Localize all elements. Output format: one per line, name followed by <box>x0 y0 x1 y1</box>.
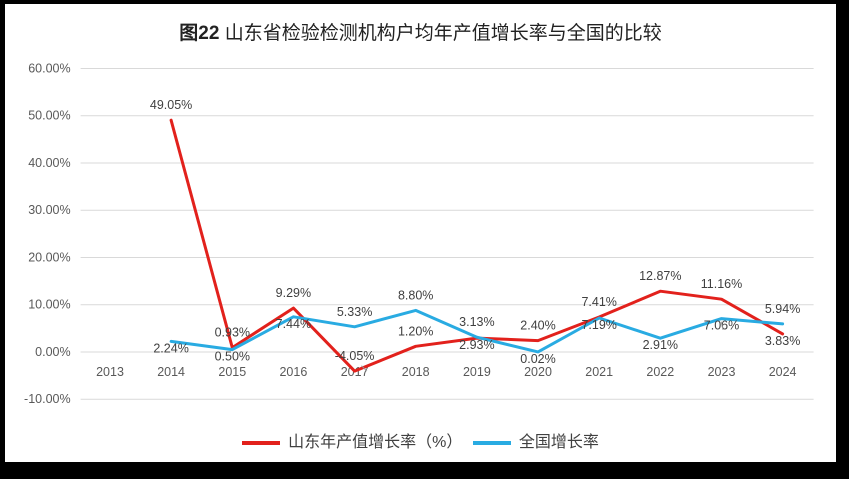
svg-text:8.80%: 8.80% <box>398 288 433 302</box>
svg-text:12.87%: 12.87% <box>639 269 681 283</box>
svg-text:7.19%: 7.19% <box>581 318 616 332</box>
svg-text:0.93%: 0.93% <box>215 326 250 340</box>
svg-text:2.93%: 2.93% <box>459 338 494 352</box>
svg-text:-4.05%: -4.05% <box>335 349 375 363</box>
svg-text:2019: 2019 <box>463 365 491 379</box>
svg-text:7.06%: 7.06% <box>704 319 739 333</box>
svg-text:7.41%: 7.41% <box>581 295 616 309</box>
svg-text:2.40%: 2.40% <box>520 319 555 333</box>
svg-text:50.00%: 50.00% <box>28 109 70 123</box>
svg-text:0.00%: 0.00% <box>35 345 70 359</box>
svg-text:2016: 2016 <box>279 365 307 379</box>
svg-text:2021: 2021 <box>585 365 613 379</box>
svg-text:3.83%: 3.83% <box>765 334 800 348</box>
svg-text:2023: 2023 <box>708 365 736 379</box>
svg-text:10.00%: 10.00% <box>28 298 70 312</box>
svg-text:3.13%: 3.13% <box>459 315 494 329</box>
svg-text:5.33%: 5.33% <box>337 305 372 319</box>
svg-text:0.50%: 0.50% <box>215 350 250 364</box>
svg-text:11.16%: 11.16% <box>701 277 742 291</box>
svg-text:40.00%: 40.00% <box>28 156 70 170</box>
svg-text:30.00%: 30.00% <box>28 203 70 217</box>
svg-text:9.29%: 9.29% <box>276 286 311 300</box>
svg-text:5.94%: 5.94% <box>765 302 800 316</box>
svg-text:0.02%: 0.02% <box>520 352 555 366</box>
svg-text:7.44%: 7.44% <box>276 317 311 331</box>
svg-text:60.00%: 60.00% <box>28 62 70 76</box>
svg-text:2022: 2022 <box>646 365 674 379</box>
svg-text:2013: 2013 <box>96 365 124 379</box>
svg-text:20.00%: 20.00% <box>28 251 70 265</box>
svg-text:2014: 2014 <box>157 365 185 379</box>
svg-text:-10.00%: -10.00% <box>24 392 71 406</box>
svg-text:2.24%: 2.24% <box>153 341 188 355</box>
svg-text:49.05%: 49.05% <box>150 98 192 112</box>
svg-text:2.91%: 2.91% <box>643 338 678 352</box>
svg-text:2018: 2018 <box>402 365 430 379</box>
svg-text:2024: 2024 <box>769 365 797 379</box>
svg-text:2015: 2015 <box>218 365 246 379</box>
svg-text:2020: 2020 <box>524 365 552 379</box>
svg-text:1.20%: 1.20% <box>398 324 433 338</box>
